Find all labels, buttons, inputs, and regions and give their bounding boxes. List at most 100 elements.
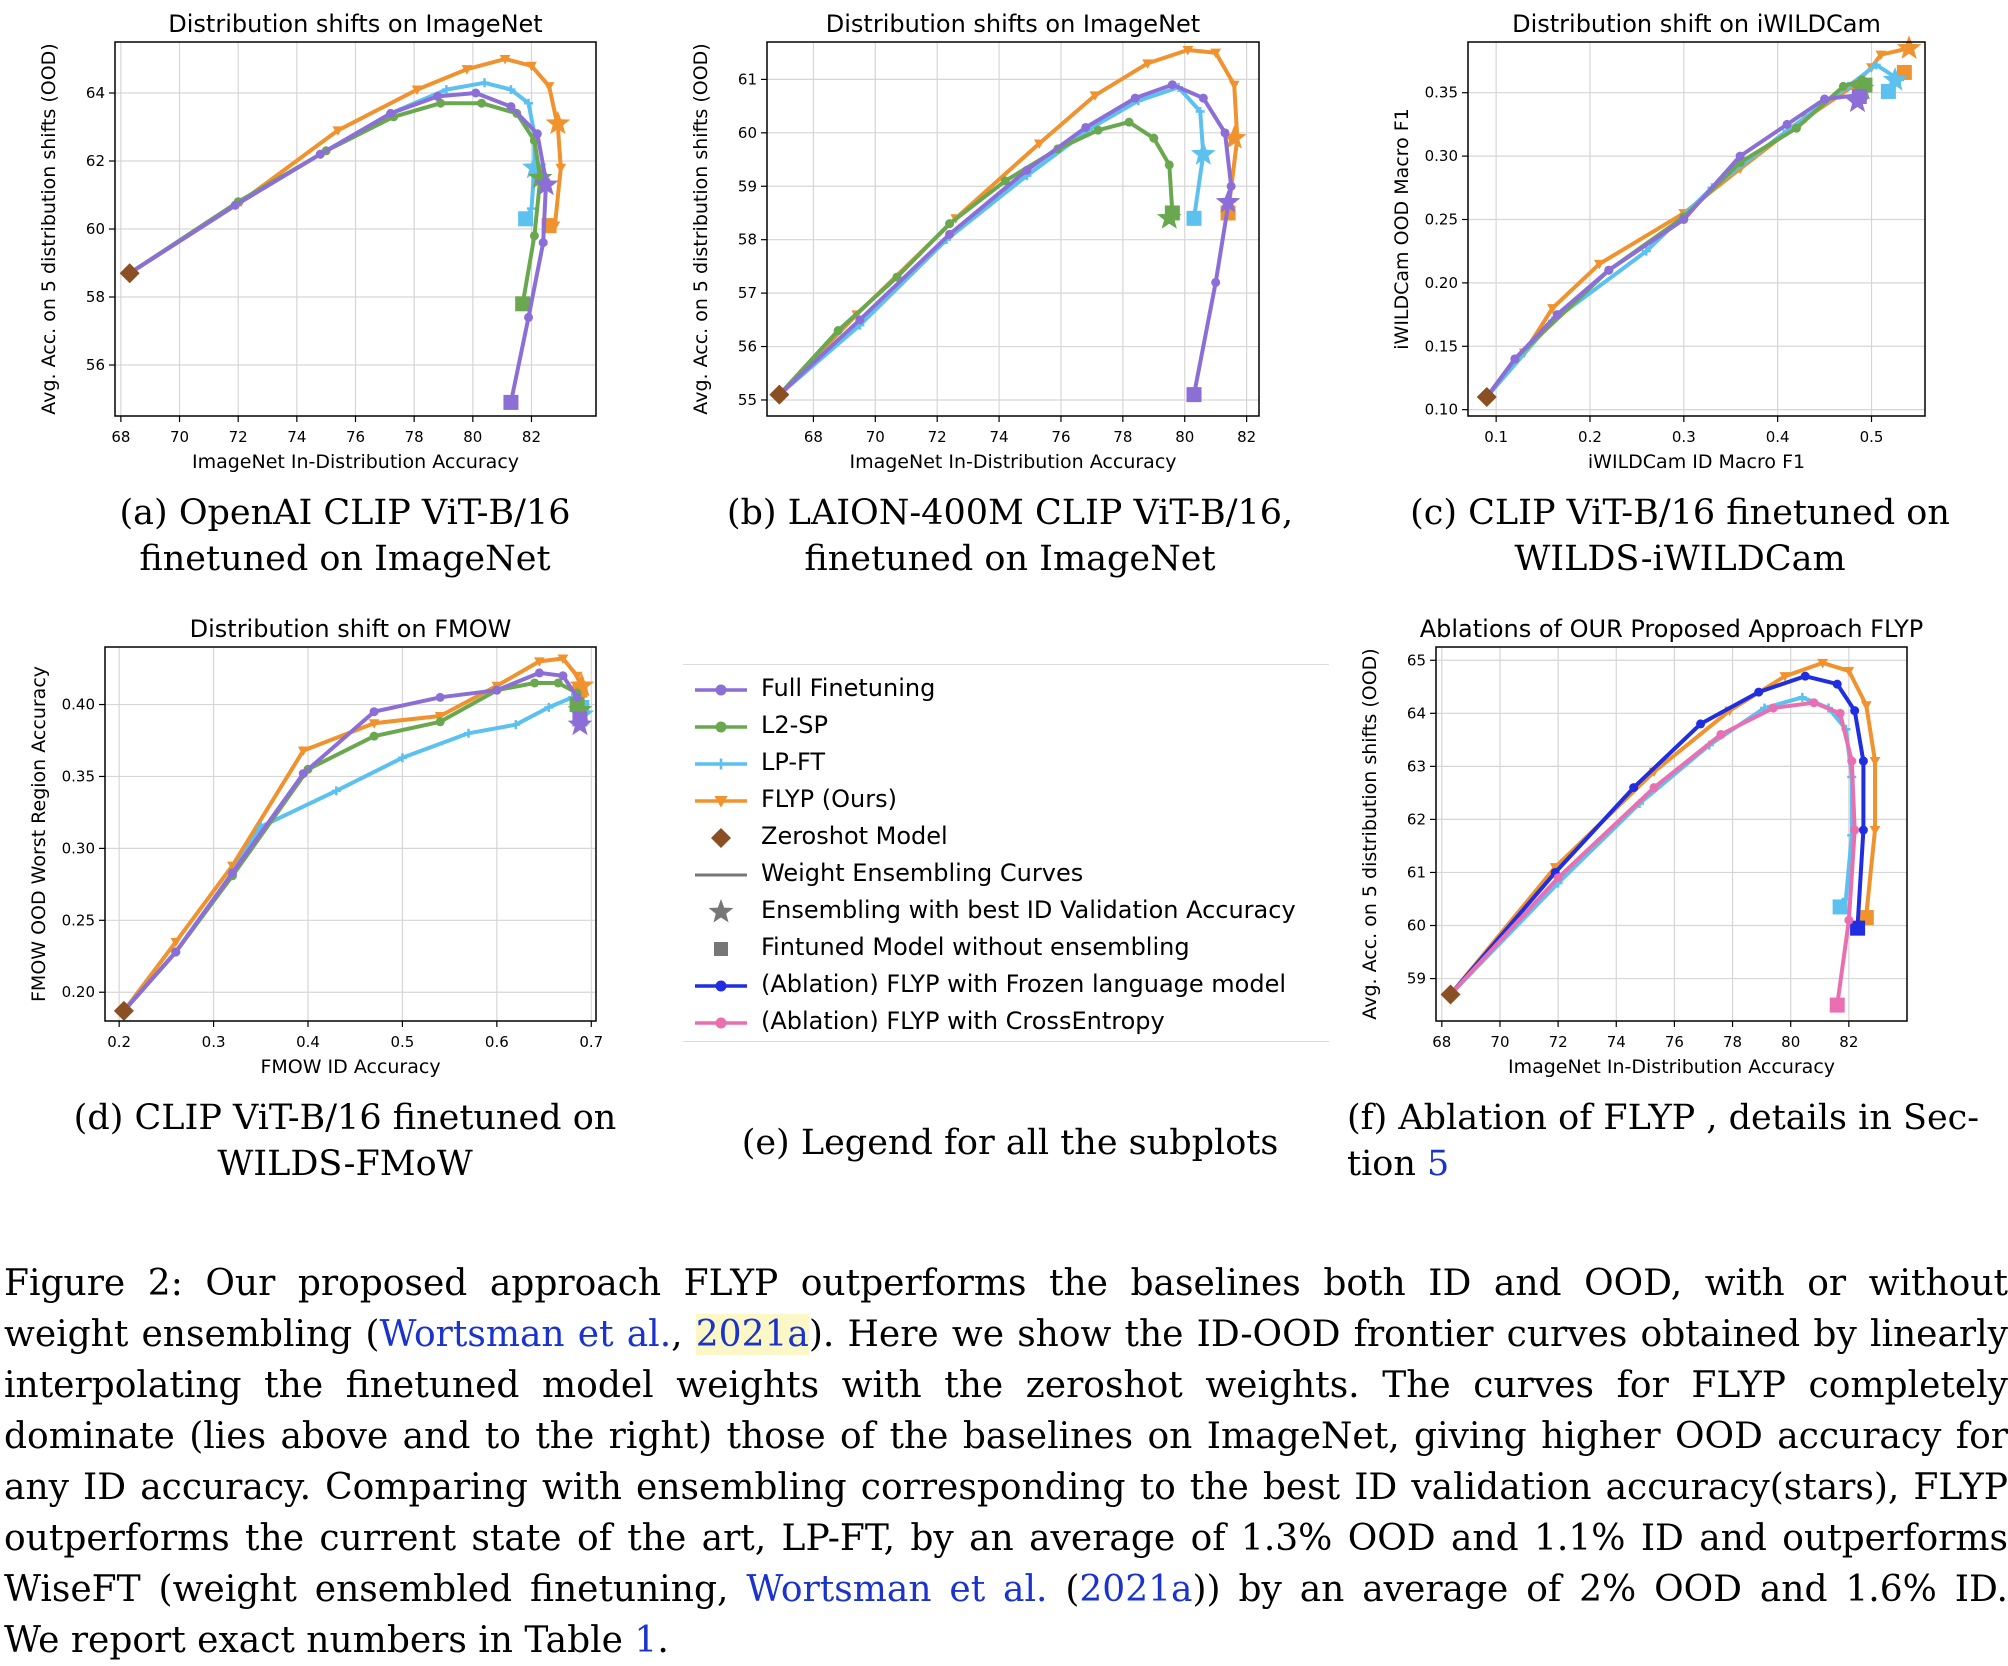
caption-text: weight ensembling (	[4, 1314, 380, 1355]
data-point	[557, 654, 569, 664]
legend-swatch	[695, 796, 747, 808]
data-point	[1768, 703, 1778, 713]
y-tick-label: 61	[1407, 863, 1426, 881]
series-line-flyp	[128, 57, 563, 275]
y-tick-label: 0.10	[1425, 401, 1458, 419]
best-ensemble-star	[1845, 88, 1870, 113]
caption-c: (c) CLIP ViT-B/16 finetuned on WILDS-iWI…	[1370, 490, 1990, 582]
grid	[1468, 42, 1925, 416]
legend-marker	[715, 684, 727, 696]
caption-text: We report exact numbers in Table	[4, 1620, 635, 1661]
section-link[interactable]: 5	[1427, 1144, 1450, 1184]
finetuned-marker	[518, 211, 534, 227]
grid	[767, 42, 1259, 416]
caption-f-line1: (f) Ablation of FLYP , details in Sec-	[1347, 1098, 1980, 1138]
table-link[interactable]: 1	[634, 1620, 658, 1661]
caption-line-1: Figure 2: Our proposed approach FLYP out…	[4, 1263, 2008, 1304]
x-tick-label: 72	[928, 428, 947, 446]
data-point	[386, 108, 396, 118]
legend-marker	[708, 899, 734, 923]
data-point	[1850, 706, 1860, 716]
caption-b: (b) LAION-400M CLIP ViT-B/16, finetuned …	[690, 490, 1330, 582]
data-point	[524, 98, 534, 108]
y-axis-label: Avg. Acc. on 5 distribution shifts (OOD)	[690, 43, 712, 414]
best-ensemble-star	[527, 165, 553, 189]
legend-swatch	[695, 1017, 747, 1029]
y-tick-label: 60	[1407, 917, 1426, 935]
x-tick-label: 68	[804, 428, 823, 446]
series-lpft	[1449, 692, 1857, 996]
y-tick-label: 63	[1407, 757, 1426, 775]
x-tick-label: 70	[170, 428, 189, 446]
data-point	[1800, 671, 1810, 681]
citation-link[interactable]: Wortsman et al.	[746, 1569, 1048, 1610]
x-tick-label: 0.5	[391, 1033, 415, 1051]
data-point	[553, 678, 563, 688]
x-tick-label: 82	[522, 428, 541, 446]
y-axis-label: FMOW OOD Worst Region Accuracy	[28, 666, 50, 1002]
legend-swatch	[711, 828, 731, 848]
y-axis-label: Avg. Acc. on 5 distribution shifts (OOD)	[1359, 648, 1381, 1019]
data-point	[1875, 50, 1887, 61]
caption-text: )) by an average of 2% OOD and 1.6% ID.	[1192, 1569, 2008, 1610]
y-tick-label: 0.35	[1425, 84, 1458, 102]
chart-title: Distribution shifts on ImageNet	[168, 10, 542, 38]
series-lpft	[128, 78, 547, 275]
caption-d-line2: WILDS-FMoW	[217, 1144, 473, 1184]
caption-line-6: outperforms the current state of the art…	[4, 1518, 2008, 1559]
data-point	[1858, 756, 1868, 766]
y-tick-label: 64	[86, 84, 105, 102]
caption-text: (	[1047, 1569, 1080, 1610]
caption-line-5: any ID accuracy. Comparing with ensembli…	[4, 1467, 2008, 1508]
data-point	[555, 163, 567, 174]
series-full	[778, 80, 1241, 403]
caption-d: (d) CLIP ViT-B/16 finetuned on WILDS-FMo…	[30, 1095, 660, 1187]
series-line-lpft	[1449, 695, 1854, 996]
caption-d-line1: (d) CLIP ViT-B/16 finetuned on	[73, 1098, 617, 1138]
best-ensemble-star	[569, 672, 595, 697]
best-ensemble-star	[1156, 205, 1182, 229]
citation-year-link[interactable]: 2021a	[695, 1314, 809, 1355]
caption-text: ,	[671, 1314, 696, 1355]
plot-frame	[104, 646, 597, 1022]
data-point	[1089, 91, 1101, 101]
x-tick-label: 82	[1839, 1033, 1858, 1051]
data-point	[1164, 160, 1174, 170]
series-line-lpft	[128, 80, 537, 275]
data-point	[1679, 214, 1689, 224]
data-point	[1754, 687, 1764, 697]
y-tick-label: 56	[86, 356, 105, 374]
caption-b-line1: (b) LAION-400M CLIP ViT-B/16,	[726, 493, 1294, 533]
x-tick-label: 0.3	[1672, 428, 1696, 446]
legend-item: L2-SP	[683, 709, 1329, 745]
data-point	[171, 947, 181, 957]
legend-label: Ensembling with best ID Validation Accur…	[761, 896, 1296, 924]
legend-item: Fintuned Model without ensembling	[683, 931, 1329, 967]
best-ensemble-star	[567, 711, 593, 736]
data-point	[1809, 698, 1819, 708]
citation-link[interactable]: Wortsman et al.	[379, 1314, 672, 1355]
data-point	[1000, 176, 1010, 186]
x-tick-label: 74	[990, 428, 1009, 446]
y-tick-label: 0.15	[1425, 337, 1458, 355]
legend-top-border	[683, 664, 1329, 665]
series-full	[1485, 88, 1870, 399]
zeroshot-marker	[113, 1000, 134, 1021]
x-tick-label: 72	[229, 428, 248, 446]
figure-caption: Figure 2: Our proposed approach FLYP out…	[4, 1258, 2008, 1666]
data-point	[1593, 259, 1605, 270]
legend-label: (Ablation) FLYP with Frozen language mod…	[761, 970, 1287, 998]
data-point	[227, 868, 237, 878]
citation-year-link[interactable]: 2021a	[1079, 1569, 1193, 1610]
data-point	[411, 85, 423, 95]
data-point	[524, 312, 534, 322]
x-axis-label: ImageNet In-Distribution Accuracy	[849, 451, 1176, 473]
chart-title: Distribution shifts on ImageNet	[826, 10, 1200, 38]
x-tick-label: 68	[111, 428, 130, 446]
data-point	[1820, 94, 1830, 104]
y-tick-label: 59	[738, 177, 757, 195]
data-point	[436, 98, 446, 108]
y-tick-label: 61	[738, 70, 757, 88]
x-tick-label: 76	[1665, 1033, 1684, 1051]
data-point	[1124, 117, 1134, 127]
